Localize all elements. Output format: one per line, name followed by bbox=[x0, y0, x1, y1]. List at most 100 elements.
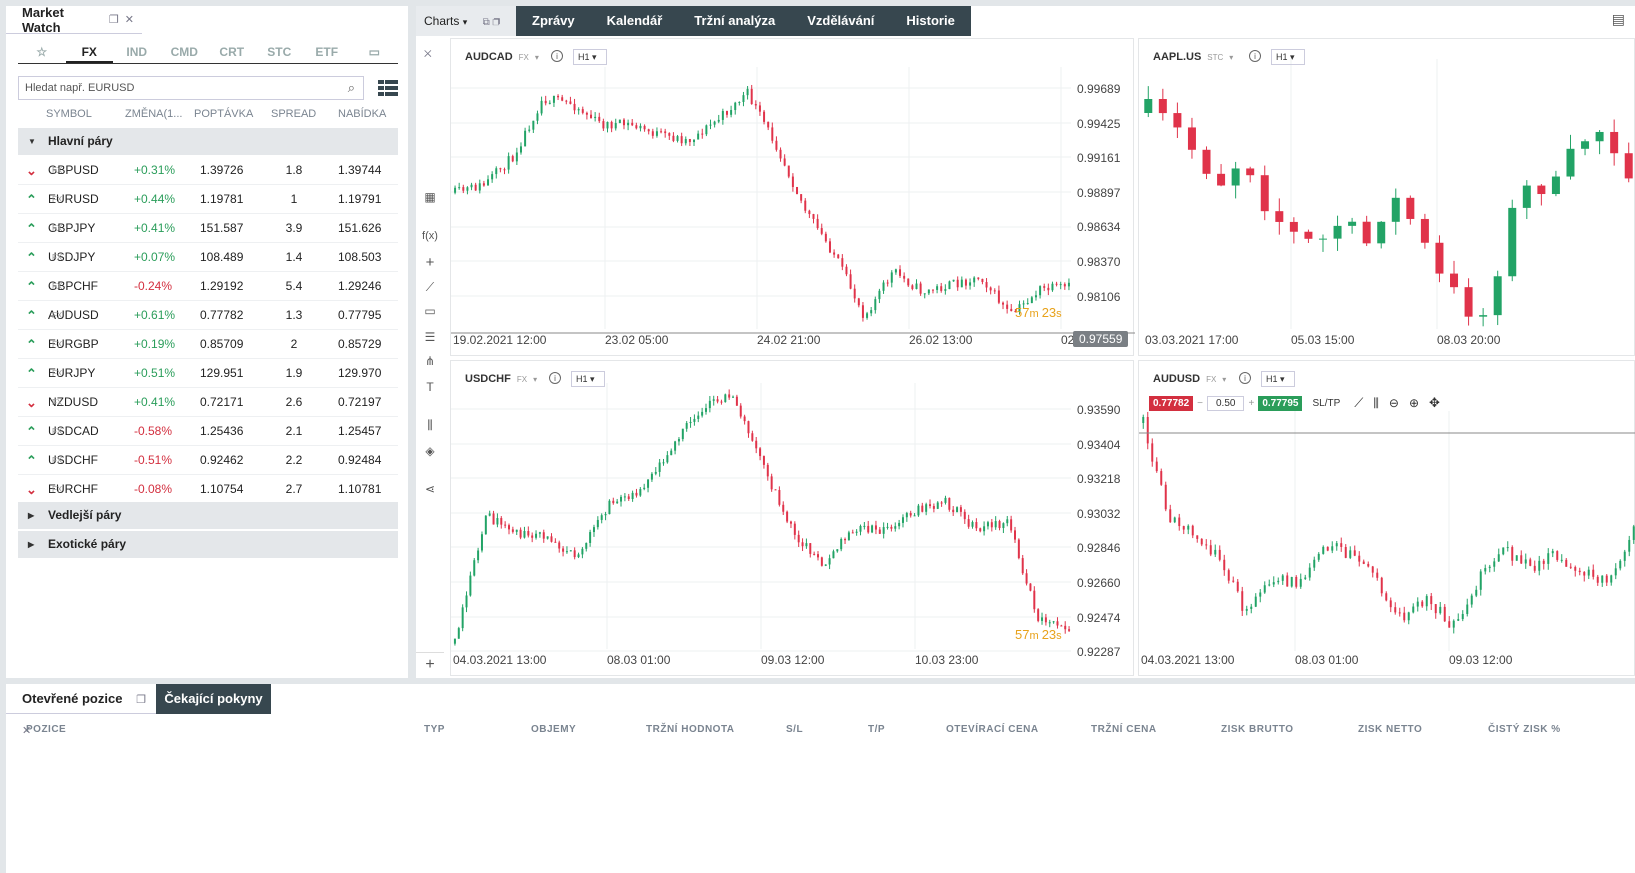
row-ask[interactable]: 1.19791 bbox=[338, 192, 382, 206]
window-controls-icon[interactable]: ⧉ ❐ ✕ bbox=[424, 17, 501, 60]
col-3[interactable]: TRŽNÍ HODNOTA bbox=[646, 724, 735, 735]
tab-fx[interactable]: FX bbox=[65, 42, 113, 63]
group-major-pairs[interactable]: ▼ Hlavní páry bbox=[18, 128, 398, 155]
row-bid[interactable]: 108.489 bbox=[200, 250, 244, 264]
col-1[interactable]: TYP bbox=[424, 724, 445, 735]
volume-input[interactable]: 0.50 bbox=[1207, 395, 1245, 411]
instrument-row[interactable]: ⌃ USDCHF FX -0.51% 0.92462 2.2 0.92484 bbox=[18, 446, 398, 475]
tab-cmd[interactable]: CMD bbox=[170, 45, 198, 59]
timeframe-select[interactable]: H1 ▾ bbox=[1261, 371, 1295, 387]
market-watch-tab[interactable]: Market Watch ❐ ✕ bbox=[6, 5, 142, 35]
zoom-in-icon[interactable]: ⊕ bbox=[1408, 396, 1420, 410]
plus-button[interactable]: + bbox=[1248, 397, 1255, 409]
row-bid[interactable]: 0.72171 bbox=[200, 395, 244, 409]
instrument-row[interactable]: ⌄ NZDUSD FX +0.41% 0.72171 2.6 0.72197 bbox=[18, 388, 398, 417]
col-ask[interactable]: NABÍDKA bbox=[338, 108, 387, 120]
instrument-row[interactable]: ⌄ GBPUSD FX +0.31% 1.39726 1.8 1.39744 bbox=[18, 156, 398, 185]
col-0[interactable]: POZICE bbox=[26, 724, 67, 735]
row-bid[interactable]: 0.77782 bbox=[200, 308, 244, 322]
group-minor-pairs[interactable]: ▶ Vedlejší páry bbox=[18, 502, 398, 529]
rectangle-icon[interactable]: ▭ bbox=[424, 304, 436, 318]
timeframe-select[interactable]: H1 ▾ bbox=[573, 49, 607, 65]
row-ask[interactable]: 1.25457 bbox=[338, 424, 382, 438]
col-6[interactable]: OTEVÍRACÍ CENA bbox=[946, 724, 1039, 735]
row-ask[interactable]: 1.10781 bbox=[338, 482, 382, 496]
instrument-row[interactable]: ⌃ USDJPY FX +0.07% 108.489 1.4 108.503 bbox=[18, 243, 398, 272]
trend-icon[interactable]: ⟋ bbox=[1354, 395, 1364, 410]
tab-stc[interactable]: STC bbox=[267, 45, 292, 59]
info-icon[interactable]: i bbox=[1249, 50, 1261, 62]
row-bid[interactable]: 1.29192 bbox=[200, 279, 244, 293]
chart-panel-audusd[interactable]: AUDUSD FX ▾ i H1 ▾ 0.77782 − 0.50 + 0.7779… bbox=[1138, 360, 1635, 676]
row-ask[interactable]: 129.970 bbox=[338, 366, 382, 380]
tab-etf[interactable]: ETF bbox=[315, 45, 339, 59]
instrument-row[interactable]: ⌃ GBPJPY FX +0.41% 151.587 3.9 151.626 bbox=[18, 214, 398, 243]
function-icon[interactable]: f(x) bbox=[422, 230, 438, 242]
favorites-star-icon[interactable]: ☆ bbox=[36, 45, 48, 59]
instrument-row[interactable]: ⌃ USDCAD FX -0.58% 1.25436 2.1 1.25457 bbox=[18, 417, 398, 446]
window-controls-icon[interactable]: ❐ ✕ bbox=[22, 694, 146, 737]
col-bid[interactable]: POPTÁVKA bbox=[194, 108, 254, 120]
instrument-row[interactable]: ⌃ EURJPY FX +0.51% 129.951 1.9 129.970 bbox=[18, 359, 398, 388]
instrument-row[interactable]: ⌄ EURCHF FX -0.08% 1.10754 2.7 1.10781 bbox=[18, 475, 398, 504]
instrument-row[interactable]: ⌃ AUDUSD FX +0.61% 0.77782 1.3 0.77795 bbox=[18, 301, 398, 330]
close-icon[interactable]: ✕ bbox=[124, 14, 134, 26]
row-ask[interactable]: 0.85729 bbox=[338, 337, 382, 351]
row-bid[interactable]: 0.85709 bbox=[200, 337, 244, 351]
row-bid[interactable]: 1.39726 bbox=[200, 163, 244, 177]
minus-button[interactable]: − bbox=[1197, 397, 1203, 409]
col-7[interactable]: TRŽNÍ CENA bbox=[1091, 724, 1157, 735]
candle-type-icon[interactable]: ⫼ bbox=[427, 418, 433, 432]
maximize-icon[interactable]: ❐ bbox=[108, 14, 119, 26]
instrument-row[interactable]: ⌃ EURUSD FX +0.44% 1.19781 1 1.19791 bbox=[18, 185, 398, 214]
search-icon[interactable]: ⌕ bbox=[347, 80, 355, 95]
col-2[interactable]: OBJEMY bbox=[531, 724, 577, 735]
row-ask[interactable]: 0.77795 bbox=[338, 308, 382, 322]
add-chart-button[interactable]: + bbox=[416, 652, 444, 678]
zoom-out-icon[interactable]: ⊖ bbox=[1388, 396, 1399, 410]
nav-history[interactable]: Historie bbox=[890, 6, 971, 36]
row-bid[interactable]: 0.92462 bbox=[200, 453, 244, 467]
col-spread[interactable]: SPREAD bbox=[271, 108, 317, 120]
col-8[interactable]: ZISK BRUTTO bbox=[1221, 724, 1294, 735]
row-bid[interactable]: 129.951 bbox=[200, 366, 244, 380]
timeframe-select[interactable]: H1 ▾ bbox=[1271, 49, 1305, 65]
grid-view-icon[interactable] bbox=[378, 80, 398, 96]
row-ask[interactable]: 0.92484 bbox=[338, 453, 382, 467]
layers-icon[interactable]: ◈ bbox=[425, 444, 435, 458]
tab-ind[interactable]: IND bbox=[126, 45, 148, 59]
charts-tab[interactable]: Charts ▾ ⧉ ❐ ✕ bbox=[416, 6, 516, 60]
row-ask[interactable]: 0.72197 bbox=[338, 395, 382, 409]
col-symbol[interactable]: SYMBOL bbox=[46, 108, 92, 120]
info-icon[interactable]: i bbox=[1239, 372, 1251, 384]
sell-button[interactable]: 0.77782 bbox=[1149, 395, 1194, 411]
chart-panel-aapl[interactable]: AAPL.US STC ▾ i H1 ▾ 03.03.2021 17:00 05.03… bbox=[1138, 38, 1635, 356]
share-icon[interactable]: ⋖ bbox=[424, 482, 436, 496]
sltp-button[interactable]: SL/TP bbox=[1312, 397, 1341, 409]
tab-crt[interactable]: CRT bbox=[219, 45, 245, 59]
row-bid[interactable]: 151.587 bbox=[200, 221, 244, 235]
search-input[interactable]: Hledat např. EURUSD ⌕ bbox=[18, 76, 364, 100]
layout-icon[interactable]: ▤ bbox=[1611, 11, 1625, 27]
candle-type-icon[interactable]: ⫼ bbox=[1373, 395, 1379, 410]
col-change[interactable]: ZMĚNA(1... bbox=[125, 108, 183, 120]
fibonacci-icon[interactable]: ☰ bbox=[424, 330, 436, 344]
nav-education[interactable]: Vzdělávání bbox=[791, 6, 891, 36]
row-ask[interactable]: 1.39744 bbox=[338, 163, 382, 177]
row-ask[interactable]: 1.29246 bbox=[338, 279, 382, 293]
row-ask[interactable]: 151.626 bbox=[338, 221, 382, 235]
inbox-icon[interactable]: ▭ bbox=[368, 45, 380, 59]
col-4[interactable]: S/L bbox=[786, 724, 804, 735]
tab-open-positions[interactable]: Otevřené pozice ❐ ✕ bbox=[6, 684, 156, 737]
chart-panel-usdchf[interactable]: USDCHF FX ▾ i H1 ▾ 0.93590 0.93404 0.93218 0.… bbox=[450, 360, 1134, 676]
instrument-row[interactable]: ⌃ GBPCHF FX -0.24% 1.29192 5.4 1.29246 bbox=[18, 272, 398, 301]
row-bid[interactable]: 1.10754 bbox=[200, 482, 244, 496]
info-icon[interactable]: i bbox=[551, 50, 563, 62]
nav-calendar[interactable]: Kalendář bbox=[590, 6, 679, 36]
col-9[interactable]: ZISK NETTO bbox=[1358, 724, 1423, 735]
col-5[interactable]: T/P bbox=[868, 724, 886, 735]
info-icon[interactable]: i bbox=[549, 372, 561, 384]
text-tool-icon[interactable]: T bbox=[426, 380, 434, 394]
move-icon[interactable]: ✥ bbox=[1429, 395, 1440, 410]
col-10[interactable]: ČISTÝ ZISK % bbox=[1488, 724, 1561, 735]
